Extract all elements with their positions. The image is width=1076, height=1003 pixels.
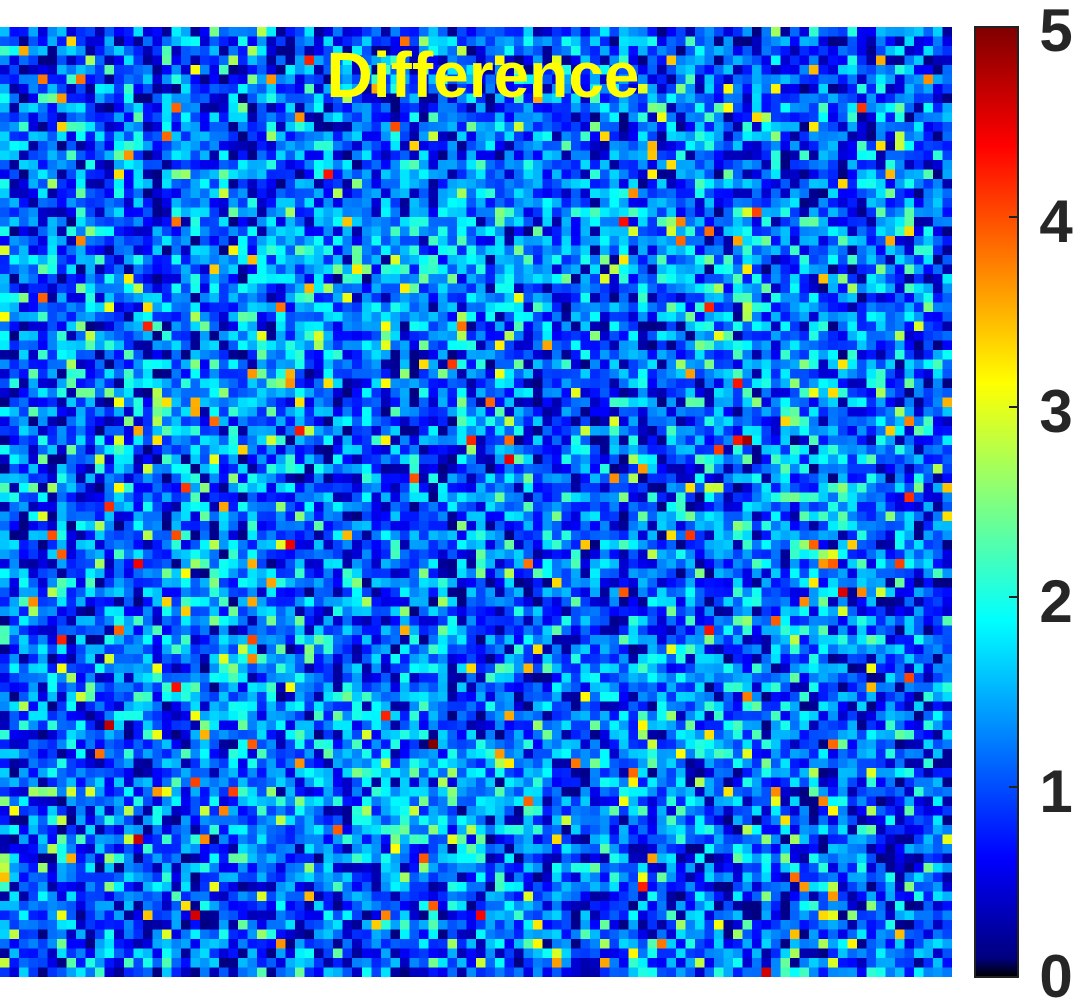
- heatmap-image: [0, 27, 952, 977]
- colorbar-tick-label: 4: [1039, 188, 1073, 255]
- colorbar-tick-label: 0: [1039, 943, 1072, 1003]
- chart-title: Difference: [327, 39, 640, 111]
- colorbar-gradient: [974, 26, 1019, 978]
- heatmap-cells: [0, 27, 952, 977]
- colorbar-tick-label: 1: [1039, 758, 1072, 825]
- colorbar-tick-label: 3: [1039, 378, 1072, 445]
- colorbar: 0 1 2 3 4 5: [974, 0, 1073, 1003]
- colorbar-tick-label: 2: [1039, 568, 1072, 635]
- colorbar-tick-label: 5: [1039, 0, 1072, 64]
